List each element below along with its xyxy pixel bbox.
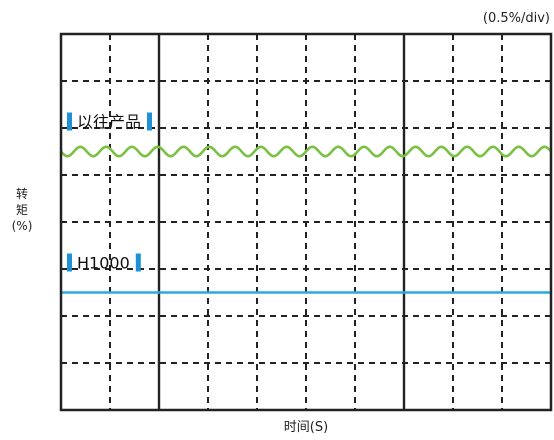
legend-marker-right bbox=[147, 112, 152, 131]
legend-marker-left bbox=[67, 112, 72, 131]
y-axis-label-line: 转 bbox=[16, 186, 28, 201]
plot-frame bbox=[59, 32, 553, 412]
legend-label: H1000 bbox=[67, 253, 141, 273]
y-axis-label-line: 矩 bbox=[16, 203, 28, 217]
series-lines bbox=[60, 145, 552, 294]
scale-label: (0.5%/div) bbox=[483, 11, 550, 26]
y-axis-label-line: (%) bbox=[12, 219, 33, 233]
legend-labels: 以往产品 H1000 bbox=[67, 112, 152, 273]
x-axis-label: 时间(S) bbox=[284, 420, 328, 435]
legend-text: 以往产品 bbox=[77, 113, 141, 132]
series-line-previous-product bbox=[60, 145, 552, 158]
legend-text: H1000 bbox=[77, 254, 130, 273]
legend-marker-right bbox=[135, 253, 141, 272]
grid-lines bbox=[61, 34, 551, 410]
legend-marker-left bbox=[67, 253, 72, 272]
legend-label: 以往产品 bbox=[67, 112, 152, 132]
